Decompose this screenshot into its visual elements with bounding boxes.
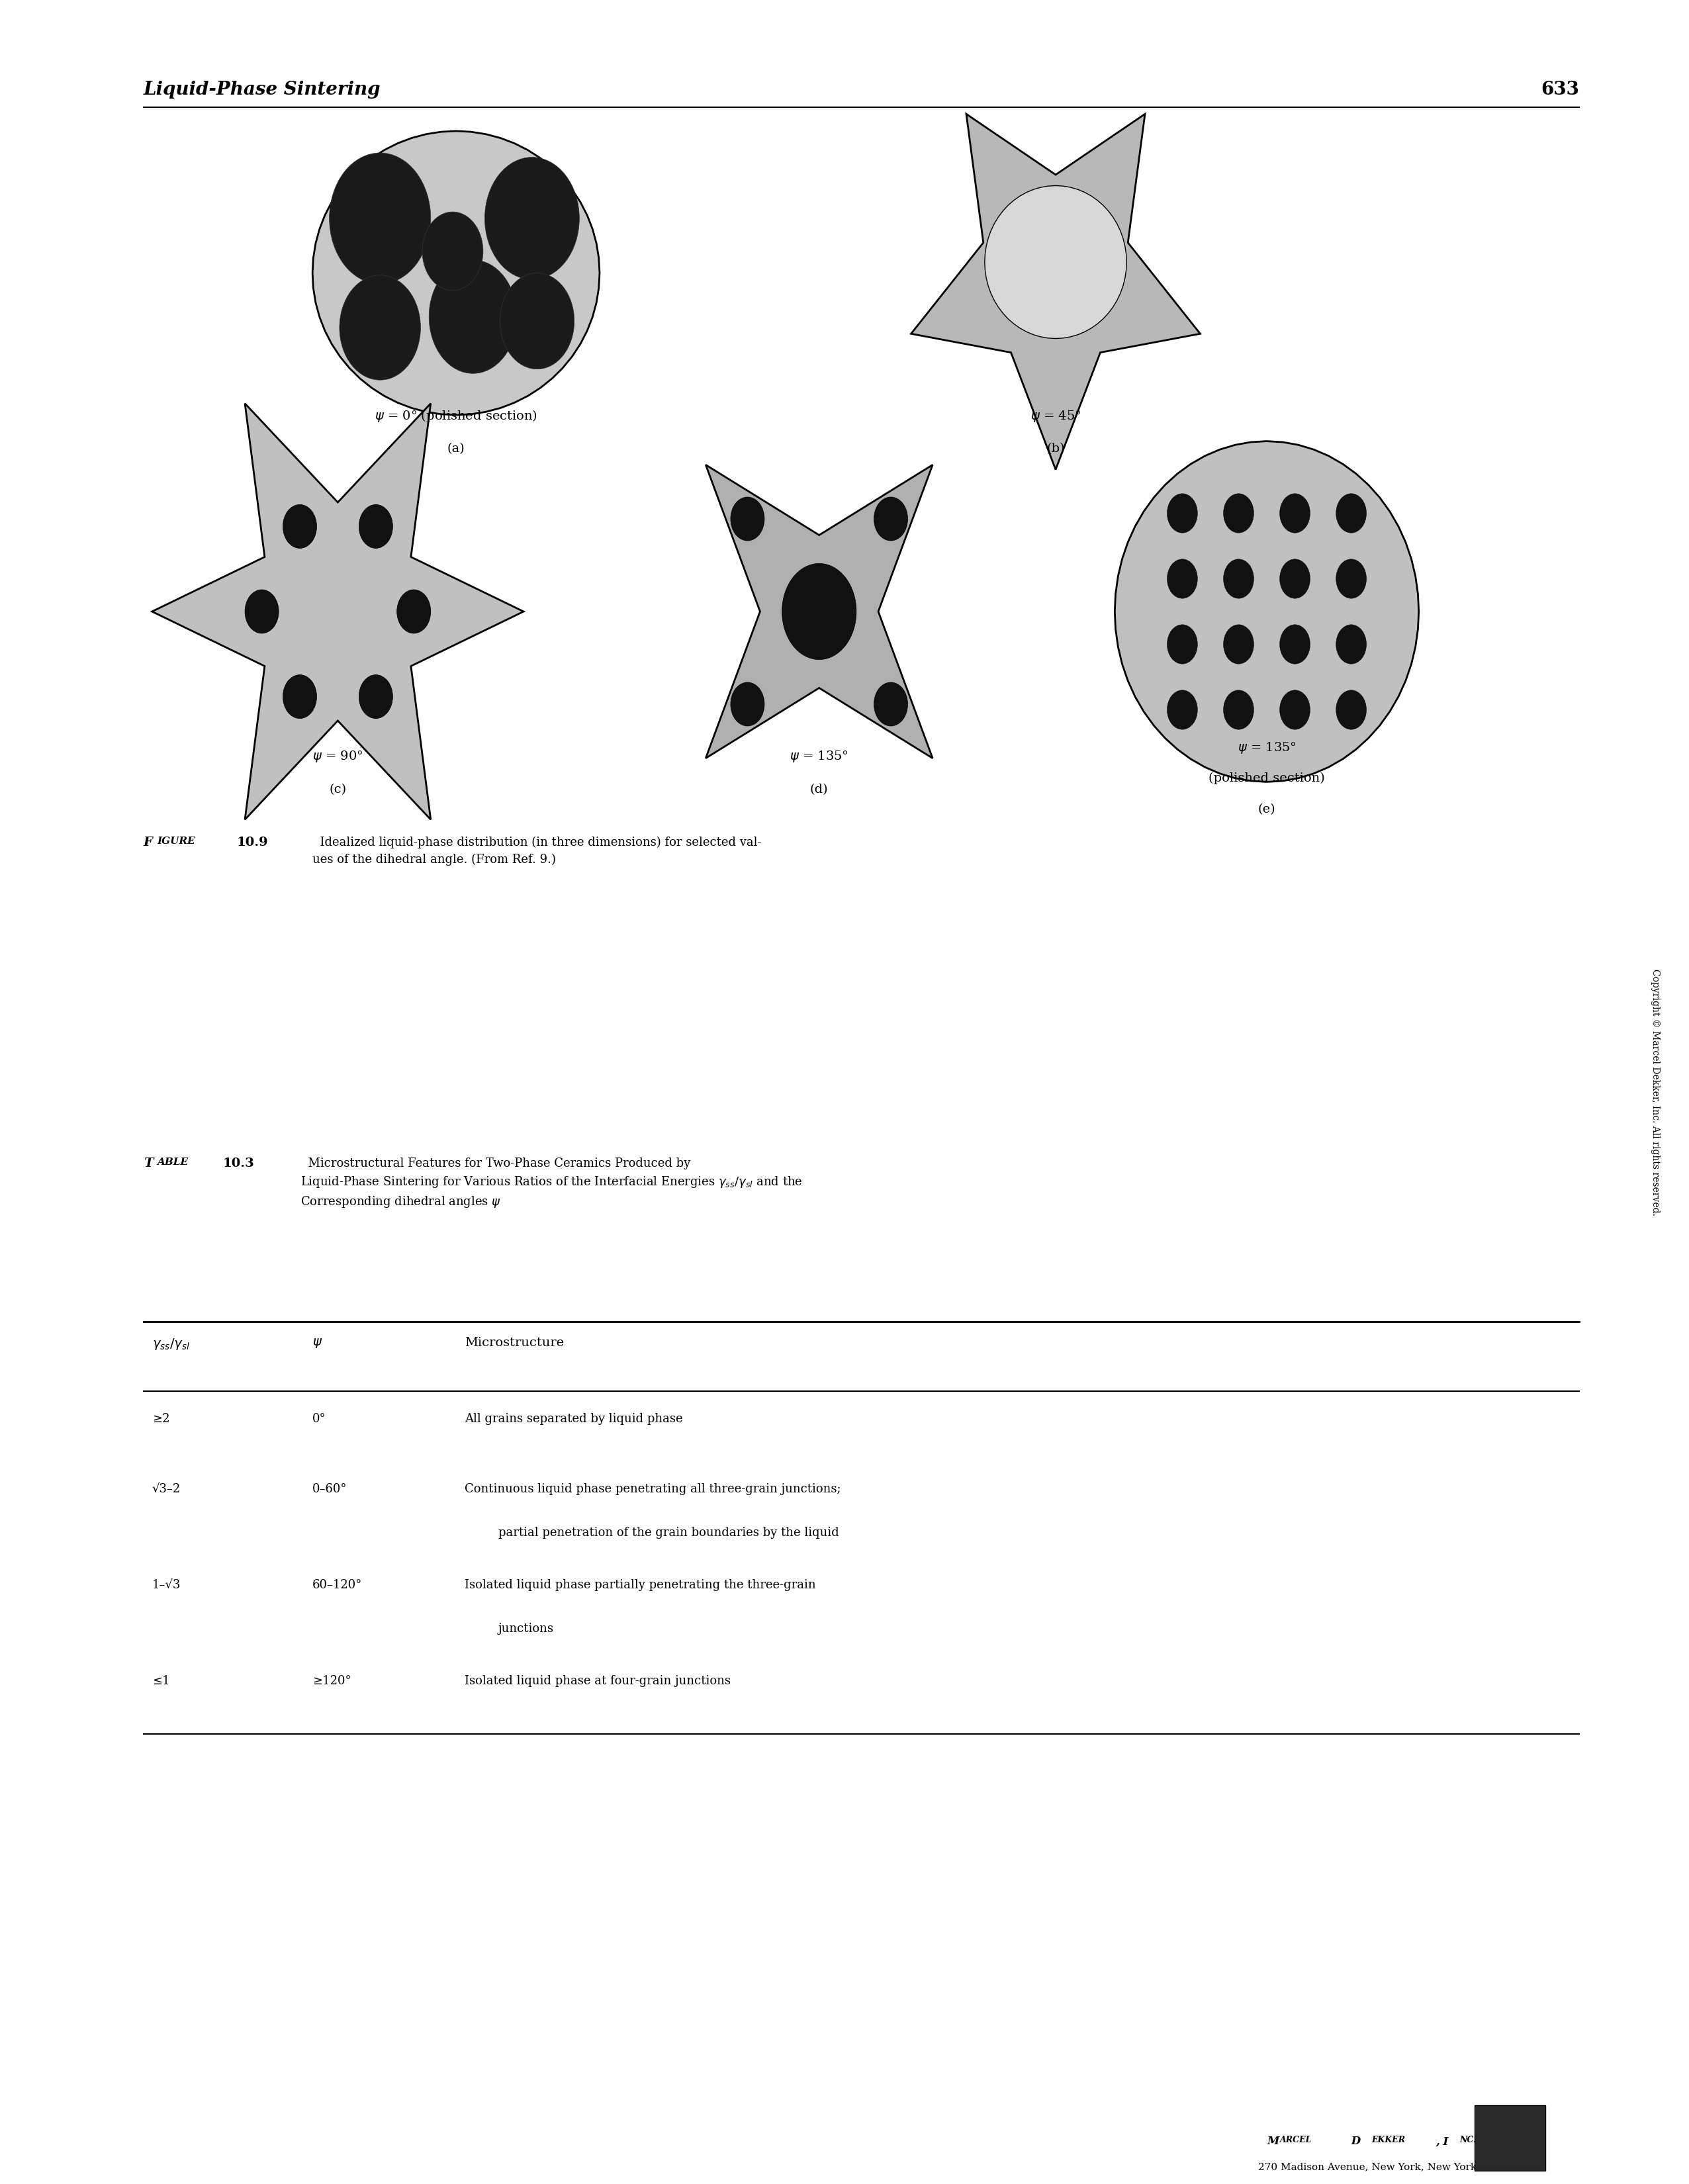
Text: Copyright © Marcel Dekker, Inc. All rights reserved.: Copyright © Marcel Dekker, Inc. All righ… (1650, 970, 1660, 1214)
Circle shape (1280, 559, 1311, 598)
Text: partial penetration of the grain boundaries by the liquid: partial penetration of the grain boundar… (498, 1527, 839, 1538)
Circle shape (1336, 559, 1366, 598)
Text: Liquid-Phase Sintering: Liquid-Phase Sintering (144, 81, 380, 98)
Text: $\psi$ = 135°: $\psi$ = 135° (1238, 740, 1295, 756)
Circle shape (1167, 494, 1198, 533)
Text: All grains separated by liquid phase: All grains separated by liquid phase (464, 1413, 682, 1424)
Circle shape (1223, 625, 1253, 664)
Text: T: T (144, 1158, 154, 1168)
Polygon shape (910, 114, 1201, 470)
Text: (c): (c) (329, 784, 346, 795)
Text: Continuous liquid phase penetrating all three-grain junctions;: Continuous liquid phase penetrating all … (464, 1483, 841, 1494)
Text: 60–120°: 60–120° (312, 1579, 363, 1590)
Text: 10.3: 10.3 (223, 1158, 255, 1168)
Polygon shape (312, 131, 600, 415)
Circle shape (731, 681, 765, 725)
Circle shape (1167, 625, 1198, 664)
Text: , I: , I (1436, 2136, 1449, 2147)
FancyBboxPatch shape (1474, 2105, 1545, 2171)
Text: (b): (b) (1047, 443, 1064, 454)
Circle shape (1336, 625, 1366, 664)
Circle shape (731, 498, 765, 542)
Circle shape (873, 681, 907, 725)
Text: 1–√3: 1–√3 (152, 1579, 181, 1590)
Text: F: F (144, 836, 152, 847)
Text: 270 Madison Avenue, New York, New York 10016: 270 Madison Avenue, New York, New York 1… (1258, 2162, 1512, 2171)
Text: Microstructure: Microstructure (464, 1337, 564, 1348)
Text: NC.: NC. (1459, 2136, 1476, 2145)
Polygon shape (152, 404, 524, 819)
Text: 633: 633 (1540, 81, 1579, 98)
Text: 0°: 0° (312, 1413, 326, 1424)
Text: junctions: junctions (498, 1623, 554, 1634)
Text: IGURE: IGURE (157, 836, 196, 845)
Circle shape (485, 157, 579, 280)
Text: ARCEL: ARCEL (1280, 2136, 1312, 2145)
Text: $\psi$ = 0° (polished section): $\psi$ = 0° (polished section) (375, 408, 537, 424)
Circle shape (245, 590, 279, 633)
Circle shape (1336, 690, 1366, 729)
Polygon shape (985, 186, 1127, 339)
Circle shape (1223, 559, 1253, 598)
Circle shape (284, 505, 318, 548)
Circle shape (1167, 559, 1198, 598)
Text: 10.9: 10.9 (236, 836, 269, 847)
Text: $\psi$ = 90°: $\psi$ = 90° (312, 749, 363, 764)
Circle shape (1280, 690, 1311, 729)
Text: (e): (e) (1258, 804, 1275, 815)
Circle shape (1223, 690, 1253, 729)
Circle shape (397, 590, 431, 633)
Text: D: D (1348, 2136, 1361, 2147)
Circle shape (329, 153, 431, 284)
Text: $\psi$: $\psi$ (312, 1337, 323, 1350)
Text: 0–60°: 0–60° (312, 1483, 348, 1494)
Circle shape (1336, 494, 1366, 533)
Circle shape (358, 675, 392, 719)
Text: Isolated liquid phase at four-grain junctions: Isolated liquid phase at four-grain junc… (464, 1675, 731, 1686)
Circle shape (1280, 625, 1311, 664)
Text: (d): (d) (811, 784, 828, 795)
Text: M: M (1267, 2136, 1279, 2147)
Circle shape (1223, 494, 1253, 533)
Text: ≥2: ≥2 (152, 1413, 169, 1424)
Text: ≥120°: ≥120° (312, 1675, 351, 1686)
Text: $\gamma_{ss}/\gamma_{sl}$: $\gamma_{ss}/\gamma_{sl}$ (152, 1337, 189, 1352)
Text: ≤1: ≤1 (152, 1675, 169, 1686)
Circle shape (782, 563, 856, 660)
Text: (a): (a) (448, 443, 464, 454)
Circle shape (339, 275, 421, 380)
Text: EKKER: EKKER (1371, 2136, 1405, 2145)
Text: √3–2: √3–2 (152, 1483, 181, 1494)
Text: $\psi$ = 45°: $\psi$ = 45° (1030, 408, 1081, 424)
Text: (polished section): (polished section) (1209, 773, 1324, 784)
Polygon shape (1115, 441, 1419, 782)
Circle shape (500, 273, 574, 369)
Text: Microstructural Features for Two-Phase Ceramics Produced by
Liquid-Phase Sinteri: Microstructural Features for Two-Phase C… (301, 1158, 802, 1210)
Circle shape (1280, 494, 1311, 533)
Text: Isolated liquid phase partially penetrating the three-grain: Isolated liquid phase partially penetrat… (464, 1579, 816, 1590)
Circle shape (1167, 690, 1198, 729)
Circle shape (429, 260, 517, 373)
Text: $\psi$ = 135°: $\psi$ = 135° (790, 749, 848, 764)
Polygon shape (706, 465, 932, 758)
Text: ABLE: ABLE (157, 1158, 187, 1166)
Text: MD: MD (1502, 2134, 1518, 2143)
Text: Idealized liquid-phase distribution (in three dimensions) for selected val-
ues : Idealized liquid-phase distribution (in … (312, 836, 762, 865)
Circle shape (873, 498, 907, 542)
Circle shape (360, 505, 392, 548)
Circle shape (422, 212, 483, 290)
Circle shape (282, 675, 316, 719)
